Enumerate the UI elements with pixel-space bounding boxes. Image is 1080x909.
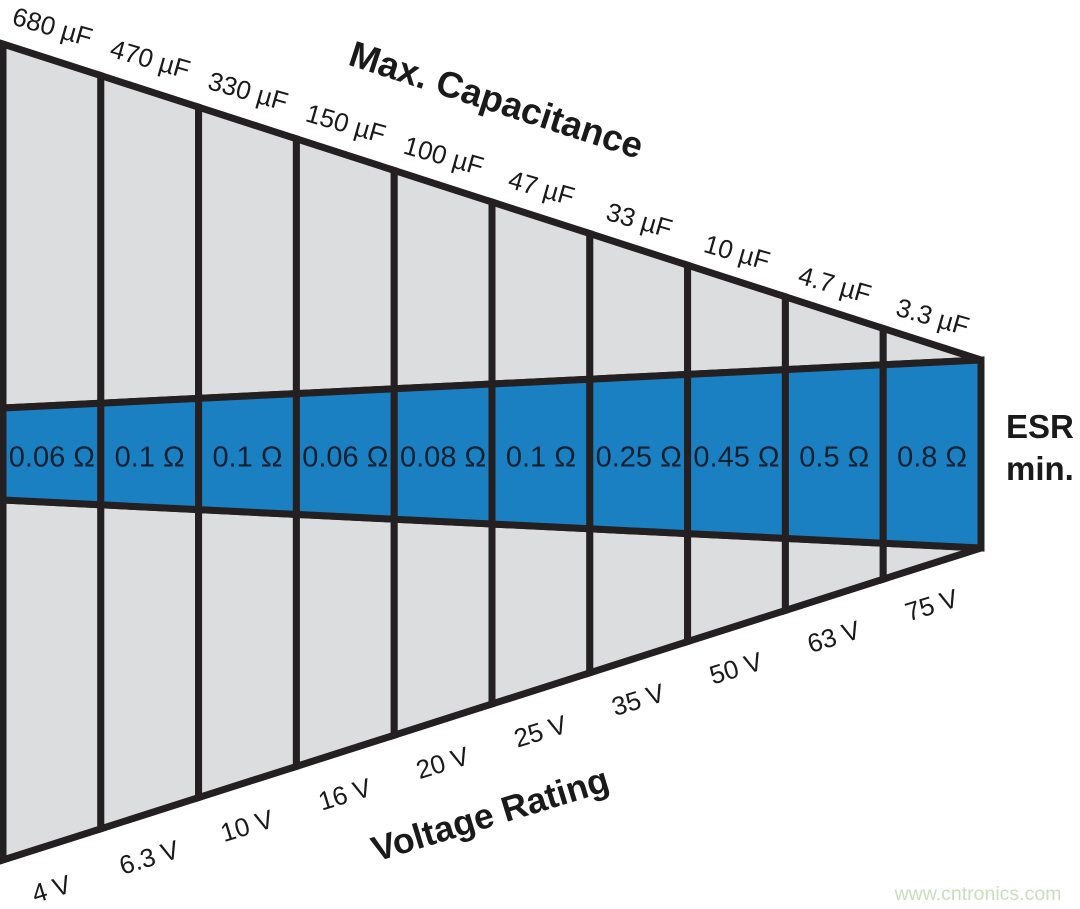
svg-text:ESR: ESR <box>1006 408 1074 445</box>
svg-text:www.cntronics.com: www.cntronics.com <box>894 883 1062 905</box>
svg-text:0.1 Ω: 0.1 Ω <box>115 442 185 474</box>
svg-text:0.5 Ω: 0.5 Ω <box>799 442 869 474</box>
svg-text:0.1 Ω: 0.1 Ω <box>506 442 576 474</box>
svg-text:0.06 Ω: 0.06 Ω <box>302 442 388 474</box>
svg-text:0.8 Ω: 0.8 Ω <box>897 442 967 474</box>
svg-text:0.25 Ω: 0.25 Ω <box>596 442 682 474</box>
svg-text:0.08 Ω: 0.08 Ω <box>400 442 486 474</box>
svg-text:0.1 Ω: 0.1 Ω <box>212 442 282 474</box>
svg-text:0.45 Ω: 0.45 Ω <box>693 442 779 474</box>
svg-text:min.: min. <box>1006 450 1074 487</box>
svg-text:0.06 Ω: 0.06 Ω <box>9 442 95 474</box>
